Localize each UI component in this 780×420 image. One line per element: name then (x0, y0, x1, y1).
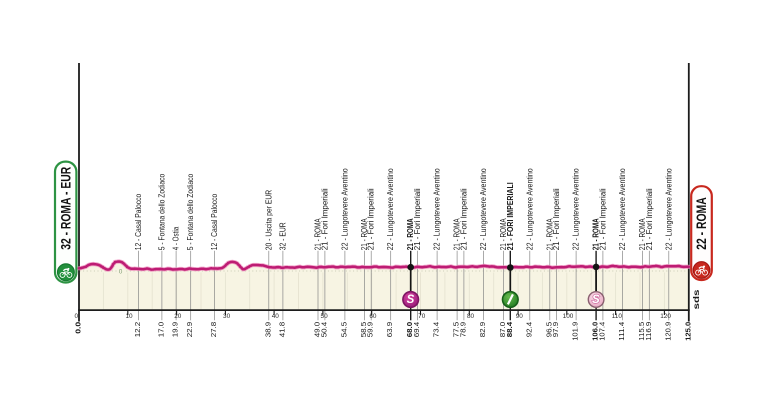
svg-text:96.5: 96.5 (546, 322, 553, 338)
svg-text:82.9: 82.9 (480, 322, 487, 338)
svg-text:125.0: 125.0 (685, 322, 692, 341)
svg-text:68.0: 68.0 (407, 322, 414, 338)
svg-text:17.0: 17.0 (158, 322, 165, 338)
svg-text:22 - Lungotevere Aventino: 22 - Lungotevere Aventino (664, 168, 673, 250)
svg-text:12 - Casal Palocco: 12 - Casal Palocco (210, 193, 219, 250)
svg-text:73.4: 73.4 (434, 322, 441, 338)
svg-text:4 - Ostia: 4 - Ostia (172, 226, 181, 250)
svg-text:32 - ROMA - EUR: 32 - ROMA - EUR (58, 167, 73, 250)
svg-text:90: 90 (516, 313, 524, 320)
svg-text:70: 70 (418, 313, 426, 320)
svg-text:22 - Lungotevere Aventino: 22 - Lungotevere Aventino (525, 168, 534, 250)
svg-text:77.5: 77.5 (454, 322, 461, 338)
svg-text:115.5: 115.5 (639, 322, 646, 341)
svg-text:27.8: 27.8 (211, 322, 218, 338)
svg-text:22 - Lungotevere Aventino: 22 - Lungotevere Aventino (618, 168, 627, 250)
svg-text:sds: sds (692, 289, 701, 310)
svg-text:40: 40 (272, 313, 280, 320)
svg-text:87.0: 87.0 (500, 322, 507, 338)
svg-text:110: 110 (612, 313, 623, 320)
svg-text:20: 20 (174, 313, 182, 320)
svg-text:21 - ROMA: 21 - ROMA (638, 218, 647, 251)
svg-text:20 - Uscita per EUR: 20 - Uscita per EUR (264, 190, 273, 251)
svg-text:22 - Lungotevere Aventino: 22 - Lungotevere Aventino (479, 168, 488, 250)
svg-text:54.5: 54.5 (341, 322, 348, 338)
svg-text:22 - Lungotevere Aventino: 22 - Lungotevere Aventino (340, 168, 349, 250)
svg-text:10: 10 (125, 313, 133, 320)
svg-text:101.9: 101.9 (573, 322, 580, 341)
svg-text:111.4: 111.4 (619, 322, 626, 341)
svg-text:22 - ROMA: 22 - ROMA (694, 197, 709, 250)
svg-text:21 - Fori Imperiali: 21 - Fori Imperiali (598, 188, 607, 250)
svg-text:41.8: 41.8 (279, 322, 286, 338)
svg-text:106.0: 106.0 (593, 322, 600, 341)
svg-text:0: 0 (119, 268, 123, 275)
svg-text:5 - Fontana dello Zodiaco: 5 - Fontana dello Zodiaco (157, 173, 166, 250)
svg-text:116.9: 116.9 (646, 322, 653, 341)
svg-text:97.9: 97.9 (553, 322, 560, 338)
svg-text:59.9: 59.9 (368, 322, 375, 338)
svg-text:21 - ROMA: 21 - ROMA (406, 218, 415, 250)
svg-text:78.9: 78.9 (460, 322, 467, 338)
svg-text:S: S (592, 294, 600, 306)
svg-text:22 - Lungotevere Aventino: 22 - Lungotevere Aventino (572, 168, 581, 250)
svg-text:12 - Casal Palocco: 12 - Casal Palocco (134, 193, 143, 250)
svg-text:107.4: 107.4 (599, 322, 606, 341)
svg-text:50: 50 (321, 313, 329, 320)
svg-text:63.9: 63.9 (387, 322, 394, 338)
svg-text:58.5: 58.5 (361, 322, 368, 338)
svg-text:21 - Fori Imperiali: 21 - Fori Imperiali (552, 188, 561, 250)
svg-text:21 - ROMA: 21 - ROMA (499, 218, 508, 251)
svg-text:12.2: 12.2 (135, 322, 142, 338)
svg-text:21 - Fori Imperiali: 21 - Fori Imperiali (645, 188, 654, 250)
svg-text:60: 60 (369, 313, 377, 320)
svg-text:21 - FORI IMPERIALI: 21 - FORI IMPERIALI (506, 182, 515, 250)
svg-text:0: 0 (75, 313, 79, 320)
svg-text:S: S (407, 294, 415, 306)
svg-text:92.4: 92.4 (526, 322, 533, 338)
svg-text:120.9: 120.9 (665, 322, 672, 341)
svg-text:100: 100 (563, 313, 574, 320)
svg-text:69.4: 69.4 (414, 322, 421, 338)
svg-text:21 - ROMA: 21 - ROMA (545, 218, 554, 251)
svg-text:19.9: 19.9 (173, 322, 180, 338)
svg-text:32 - EUR: 32 - EUR (278, 222, 287, 250)
svg-text:80: 80 (467, 313, 475, 320)
svg-text:50.4: 50.4 (321, 322, 328, 338)
svg-text:21 - Fori Imperiali: 21 - Fori Imperiali (320, 188, 329, 250)
svg-text:120: 120 (660, 313, 671, 320)
svg-text:21 - ROMA: 21 - ROMA (592, 218, 601, 250)
svg-text:30: 30 (223, 313, 231, 320)
svg-text:21 - Fori Imperiali: 21 - Fori Imperiali (459, 188, 468, 250)
svg-text:22 - Lungotevere Aventino: 22 - Lungotevere Aventino (433, 168, 442, 250)
svg-text:21 - Fori Imperiali: 21 - Fori Imperiali (413, 188, 422, 250)
svg-text:49.0: 49.0 (315, 322, 322, 338)
svg-text:22.9: 22.9 (187, 322, 194, 338)
svg-text:88.4: 88.4 (507, 322, 514, 338)
svg-text:21 - ROMA: 21 - ROMA (453, 218, 462, 251)
svg-text:38.9: 38.9 (265, 322, 272, 338)
svg-text:5 - Fontana dello Zodiaco: 5 - Fontana dello Zodiaco (186, 173, 195, 250)
svg-text:21 - ROMA: 21 - ROMA (360, 218, 369, 251)
svg-text:0.0: 0.0 (76, 322, 83, 334)
svg-text:21 - ROMA: 21 - ROMA (314, 218, 323, 251)
svg-text:21 - Fori Imperiali: 21 - Fori Imperiali (367, 188, 376, 250)
svg-text:22 - Lungotevere Aventino: 22 - Lungotevere Aventino (386, 168, 395, 250)
